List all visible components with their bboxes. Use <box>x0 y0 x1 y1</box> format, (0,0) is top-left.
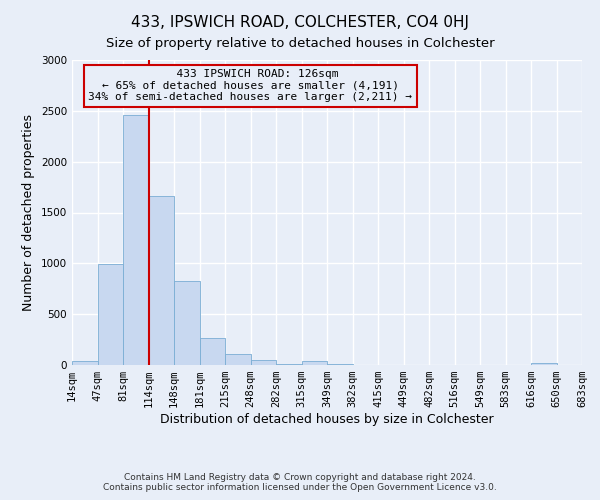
Text: Contains HM Land Registry data © Crown copyright and database right 2024.
Contai: Contains HM Land Registry data © Crown c… <box>103 473 497 492</box>
Text: 433 IPSWICH ROAD: 126sqm
← 65% of detached houses are smaller (4,191)
34% of sem: 433 IPSWICH ROAD: 126sqm ← 65% of detach… <box>89 69 413 102</box>
Bar <box>531 364 557 365</box>
Text: 433, IPSWICH ROAD, COLCHESTER, CO4 0HJ: 433, IPSWICH ROAD, COLCHESTER, CO4 0HJ <box>131 15 469 30</box>
Text: Size of property relative to detached houses in Colchester: Size of property relative to detached ho… <box>106 38 494 51</box>
Bar <box>225 354 251 365</box>
Bar <box>149 196 174 365</box>
Bar <box>199 338 225 365</box>
Y-axis label: Number of detached properties: Number of detached properties <box>22 114 35 311</box>
Bar <box>174 280 199 365</box>
Bar <box>327 364 353 365</box>
Bar <box>72 361 97 365</box>
Bar <box>251 360 276 365</box>
Bar <box>97 264 123 365</box>
Bar <box>123 115 149 365</box>
Bar <box>276 364 302 365</box>
Bar <box>302 361 327 365</box>
X-axis label: Distribution of detached houses by size in Colchester: Distribution of detached houses by size … <box>160 413 494 426</box>
